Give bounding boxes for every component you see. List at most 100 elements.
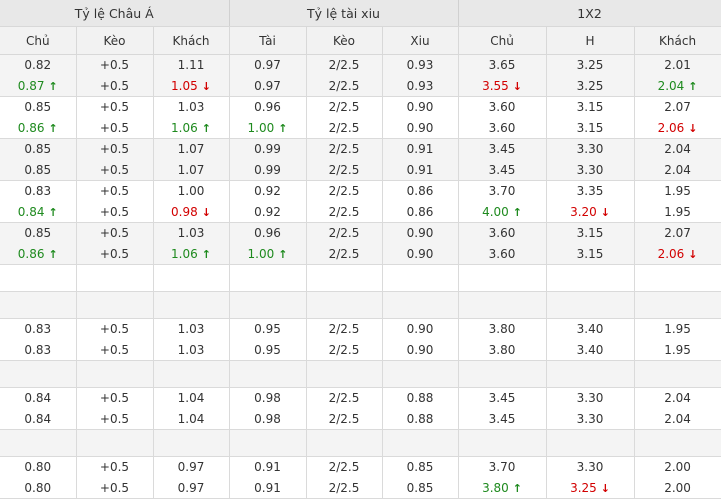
odds-value: 0.84	[24, 391, 51, 405]
odds-value: +0.5	[100, 142, 129, 156]
odds-value: 3.80	[489, 343, 516, 357]
odds-value: 0.87	[18, 79, 45, 93]
odds-value: 0.84	[24, 412, 51, 426]
odds-value: +0.5	[100, 226, 129, 240]
odds-cell	[458, 292, 546, 319]
odds-value: 1.95	[664, 184, 691, 198]
odds-cell	[0, 361, 76, 388]
odds-value: +0.5	[100, 247, 129, 261]
opening-odds: 0.91	[383, 139, 458, 160]
odds-value: 1.03	[178, 343, 205, 357]
odds-value: 2/2.5	[329, 343, 360, 357]
odds-value: 0.99	[254, 163, 281, 177]
arrow-down-icon: ↓	[688, 119, 697, 140]
odds-value: 0.85	[24, 226, 51, 240]
opening-odds: 0.82	[0, 55, 76, 76]
odds-value: 0.86	[18, 121, 45, 135]
odds-value: 0.93	[407, 79, 434, 93]
opening-odds: 0.88	[383, 388, 458, 409]
odds-value: 2.04	[664, 412, 691, 426]
current-odds: 0.99	[230, 160, 306, 181]
odds-value: 0.97	[254, 79, 281, 93]
opening-odds: 0.90	[383, 319, 458, 340]
opening-odds: +0.5	[77, 97, 153, 118]
current-odds: 2/2.5	[307, 340, 382, 361]
odds-cell	[382, 292, 458, 319]
odds-value: 2.04	[664, 163, 691, 177]
odds-cell: +0.5+0.5	[76, 139, 153, 181]
odds-value: 3.70	[489, 460, 516, 474]
current-odds: +0.5	[77, 244, 153, 265]
odds-value: 3.15	[577, 226, 604, 240]
odds-value: 1.07	[178, 163, 205, 177]
current-odds: +0.5	[77, 409, 153, 430]
odds-value: 0.99	[254, 142, 281, 156]
odds-cell: 0.97 0.97	[229, 55, 306, 97]
current-odds: 0.86↑	[0, 244, 76, 265]
odds-value: 2/2.5	[329, 79, 360, 93]
odds-value: 0.86	[18, 247, 45, 261]
odds-value: 2/2.5	[329, 460, 360, 474]
opening-odds: 3.70	[459, 181, 546, 202]
odds-value: 3.80	[489, 322, 516, 336]
odds-value: 0.98	[171, 205, 198, 219]
odds-value: 3.70	[489, 184, 516, 198]
current-odds: 2.06↓	[635, 244, 721, 265]
arrow-down-icon: ↓	[513, 77, 522, 98]
odds-value: 2/2.5	[329, 100, 360, 114]
opening-odds: 0.86	[383, 181, 458, 202]
opening-odds: 2.04	[635, 139, 721, 160]
current-odds: 0.98↓	[154, 202, 229, 223]
empty-row	[0, 430, 721, 457]
odds-cell	[76, 265, 153, 292]
odds-value: 0.96	[254, 100, 281, 114]
col-line: Kèo	[306, 27, 382, 55]
odds-cell	[634, 292, 721, 319]
odds-cell	[76, 430, 153, 457]
odds-cell	[76, 361, 153, 388]
opening-odds: 3.60	[459, 223, 546, 244]
odds-value: 1.04	[178, 412, 205, 426]
current-odds: +0.5	[77, 118, 153, 139]
odds-value: 2.00	[664, 460, 691, 474]
opening-odds: 0.97	[154, 457, 229, 478]
odds-cell	[306, 265, 382, 292]
opening-odds: 3.30	[547, 139, 634, 160]
arrow-up-icon: ↑	[513, 479, 522, 499]
current-odds: 2/2.5	[307, 76, 382, 97]
odds-value: 0.86	[407, 184, 434, 198]
odds-value: 1.03	[178, 322, 205, 336]
odds-value: 3.45	[489, 142, 516, 156]
current-odds: 3.20↓	[547, 202, 634, 223]
odds-cell	[153, 292, 229, 319]
opening-odds: 0.92	[230, 181, 306, 202]
current-odds: 1.00↑	[230, 244, 306, 265]
odds-value: 0.97	[254, 58, 281, 72]
current-odds: 0.98	[230, 409, 306, 430]
col-1x2-away: Khách	[634, 27, 721, 55]
current-odds: 1.00↑	[230, 118, 306, 139]
